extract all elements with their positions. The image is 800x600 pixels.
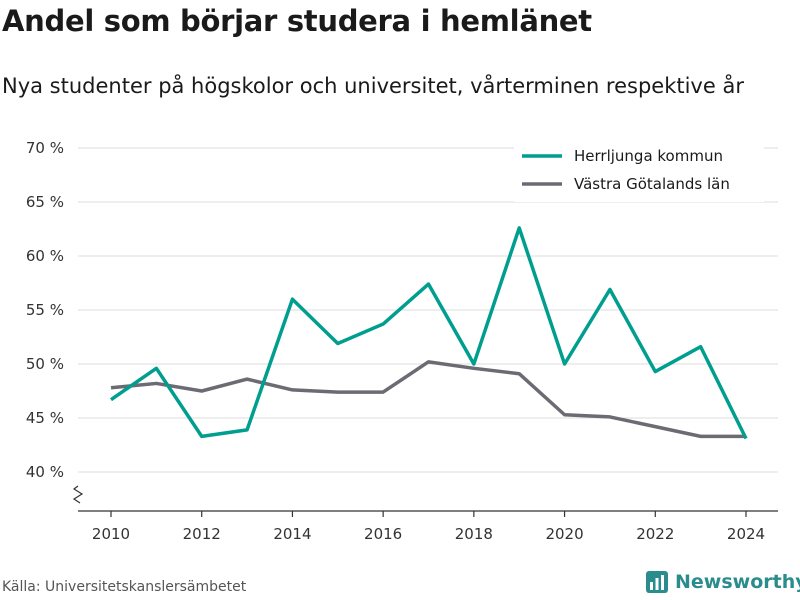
source-note: Källa: Universitetskanslersämbetet <box>2 579 247 595</box>
legend-label: Västra Götalands län <box>574 175 730 193</box>
x-tick-label: 2016 <box>364 525 402 543</box>
x-tick-label: 2012 <box>183 525 221 543</box>
y-tick-label: 60 % <box>26 247 64 265</box>
y-tick-label: 70 % <box>26 139 64 157</box>
y-axis-break-mark <box>72 485 84 504</box>
newsworthy-logo: Newsworthy <box>645 570 800 594</box>
x-tick-label: 2022 <box>636 525 674 543</box>
y-tick-label: 45 % <box>26 409 64 427</box>
x-tick-label: 2014 <box>273 525 311 543</box>
x-axis: 2010 2012 2014 2016 2018 2020 2022 2024 <box>72 485 778 543</box>
legend: Herrljunga kommun Västra Götalands län <box>514 140 764 202</box>
chart-subtitle: Nya studenter på högskolor och universit… <box>2 74 744 98</box>
y-tick-label: 55 % <box>26 301 64 319</box>
legend-label: Herrljunga kommun <box>574 147 723 165</box>
y-tick-label: 50 % <box>26 355 64 373</box>
x-tick-label: 2020 <box>545 525 583 543</box>
x-tick-label: 2024 <box>727 525 765 543</box>
chart-title: Andel som börjar studera i hemlänet <box>2 4 592 38</box>
y-tick-label: 40 % <box>26 463 64 481</box>
newsworthy-logo-icon <box>646 571 668 593</box>
x-tick-label: 2010 <box>92 525 130 543</box>
series-line-1 <box>110 226 748 440</box>
y-tick-label: 65 % <box>26 193 64 211</box>
x-tick-label: 2018 <box>455 525 493 543</box>
y-axis-ticks: 40 % 45 % 50 % 55 % 60 % 65 % 70 % <box>26 139 64 481</box>
logo-text: Newsworthy <box>675 571 800 593</box>
series-line-2 <box>110 360 746 439</box>
series-lines <box>110 226 748 440</box>
legend-background <box>514 140 764 202</box>
